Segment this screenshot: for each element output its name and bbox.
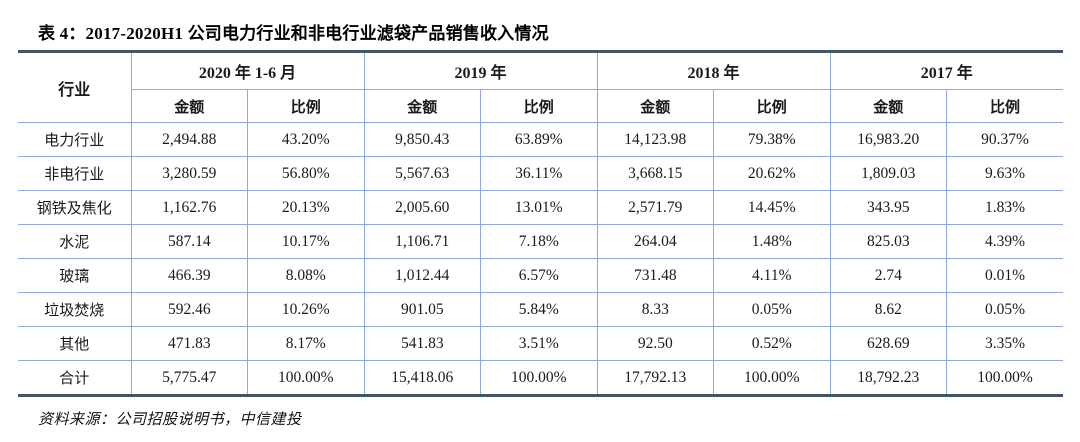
table-cell: 15,418.06 [364, 360, 481, 396]
table-cell: 100.00% [480, 360, 598, 396]
subheader-ratio-2020h1: 比例 [247, 89, 365, 123]
table-cell: 731.48 [597, 258, 715, 293]
table-row-steel-coking: 钢铁及焦化 1,162.76 20.13% 2,005.60 13.01% 2,… [18, 190, 1064, 225]
row-label: 非电行业 [18, 156, 132, 191]
table-cell: 100.00% [713, 360, 831, 396]
subheader-ratio-2017: 比例 [946, 89, 1064, 123]
table-cell: 6.57% [480, 258, 598, 293]
table-cell: 0.05% [713, 292, 831, 327]
row-label: 玻璃 [18, 258, 132, 293]
table-cell: 1,162.76 [131, 190, 248, 225]
table-cell: 10.17% [247, 224, 365, 259]
table-cell: 90.37% [946, 122, 1064, 157]
column-group-2019: 2019 年 [364, 51, 598, 90]
table-cell: 1,012.44 [364, 258, 481, 293]
subheader-amount-2020h1: 金额 [131, 89, 248, 123]
table-cell: 825.03 [830, 224, 948, 259]
subheader-ratio-2019: 比例 [480, 89, 598, 123]
table-cell: 471.83 [131, 326, 248, 361]
table-cell: 5,567.63 [364, 156, 481, 191]
table-cell: 4.39% [946, 224, 1064, 259]
table-cell: 79.38% [713, 122, 831, 157]
column-group-2018: 2018 年 [597, 51, 831, 90]
table-cell: 901.05 [364, 292, 481, 327]
subheader-amount-2019: 金额 [364, 89, 481, 123]
table-cell: 3.35% [946, 326, 1064, 361]
table-cell: 0.52% [713, 326, 831, 361]
column-header-industry: 行业 [18, 51, 132, 123]
subheader-ratio-2018: 比例 [713, 89, 831, 123]
table-cell: 2.74 [830, 258, 948, 293]
table-cell: 36.11% [480, 156, 598, 191]
table-cell: 3.51% [480, 326, 598, 361]
table-cell: 9.63% [946, 156, 1064, 191]
table-cell: 13.01% [480, 190, 598, 225]
row-label: 合计 [18, 360, 132, 396]
subheader-amount-2018: 金额 [597, 89, 715, 123]
table-cell: 264.04 [597, 224, 715, 259]
row-label: 电力行业 [18, 122, 132, 157]
table-cell: 1.48% [713, 224, 831, 259]
table-cell: 541.83 [364, 326, 481, 361]
source-note: 资料来源：公司招股说明书，中信建投 [38, 412, 302, 428]
table-cell: 592.46 [131, 292, 248, 327]
table-cell: 56.80% [247, 156, 365, 191]
table-cell: 10.26% [247, 292, 365, 327]
table-cell: 20.13% [247, 190, 365, 225]
table-cell: 14.45% [713, 190, 831, 225]
table-cell: 1,106.71 [364, 224, 481, 259]
table-cell: 100.00% [977, 368, 1033, 386]
table-title: 表 4：2017-2020H1 公司电力行业和非电行业滤袋产品销售收入情况 [38, 24, 549, 43]
row-label: 其他 [18, 326, 132, 361]
table-cell: 5,775.47 [131, 360, 248, 396]
table-cell: 92.50 [597, 326, 715, 361]
table-row-other: 其他 471.83 8.17% 541.83 3.51% 92.50 0.52%… [18, 326, 1064, 361]
table-cell: 628.69 [830, 326, 948, 361]
table-cell: 2,494.88 [131, 122, 248, 157]
sales-revenue-table: 行业 2020 年 1-6 月 2019 年 2018 年 2017 年 金额 … [18, 50, 1064, 397]
row-label: 水泥 [18, 224, 132, 259]
table-cell: 8.17% [247, 326, 365, 361]
table-cell: 3,668.15 [597, 156, 715, 191]
table-cell: 343.95 [830, 190, 948, 225]
table-row-glass: 玻璃 466.39 8.08% 1,012.44 6.57% 731.48 4.… [18, 258, 1064, 293]
table-row-non-electric: 非电行业 3,280.59 56.80% 5,567.63 36.11% 3,6… [18, 156, 1064, 191]
table-cell: 18,792.23 [830, 360, 948, 396]
row-label: 垃圾焚烧 [18, 292, 132, 327]
table-cell: 587.14 [131, 224, 248, 259]
table-cell: 3,280.59 [131, 156, 248, 191]
table-cell: 100.00% [247, 360, 365, 396]
header-row-years: 行业 2020 年 1-6 月 2019 年 2018 年 2017 年 [18, 51, 1064, 123]
table-cell: 4.11% [713, 258, 831, 293]
subheader-amount-2017: 金额 [830, 89, 948, 123]
table-cell: 8.08% [247, 258, 365, 293]
table-cell: 8.33 [597, 292, 715, 327]
table-cell: 466.39 [131, 258, 248, 293]
table-cell: 20.62% [713, 156, 831, 191]
table-cell: 16,983.20 [830, 122, 948, 157]
table-cell: 0.05% [946, 292, 1064, 327]
table-row-waste-incineration: 垃圾焚烧 592.46 10.26% 901.05 5.84% 8.33 0.0… [18, 292, 1064, 327]
table-cell: 1.83% [946, 190, 1064, 225]
table-row-electric-power: 电力行业 2,494.88 43.20% 9,850.43 63.89% 14,… [18, 122, 1064, 157]
table-cell: 1,809.03 [830, 156, 948, 191]
table-cell: 17,792.13 [597, 360, 715, 396]
table-cell: 9,850.43 [364, 122, 481, 157]
table-cell: 5.84% [480, 292, 598, 327]
table-cell: 0.01% [946, 258, 1064, 293]
column-group-2020h1: 2020 年 1-6 月 [131, 51, 365, 90]
table-cell: 43.20% [247, 122, 365, 157]
table-cell: 8.62 [830, 292, 948, 327]
table-row-total: 合计 5,775.47 100.00% 15,418.06 100.00% 17… [18, 360, 1063, 396]
row-label: 钢铁及焦化 [18, 190, 132, 225]
table-cell: 14,123.98 [597, 122, 715, 157]
table-cell: 63.89% [480, 122, 598, 157]
table-cell: 7.18% [480, 224, 598, 259]
table-cell: 2,005.60 [364, 190, 481, 225]
table-cell: 2,571.79 [597, 190, 715, 225]
column-group-2017: 2017 年 [830, 51, 1064, 90]
header-row-subcolumns: 金额 比例 金额 比例 金额 比例 金额 比例 [18, 89, 1064, 123]
table-row-cement: 水泥 587.14 10.17% 1,106.71 7.18% 264.04 1… [18, 224, 1064, 259]
